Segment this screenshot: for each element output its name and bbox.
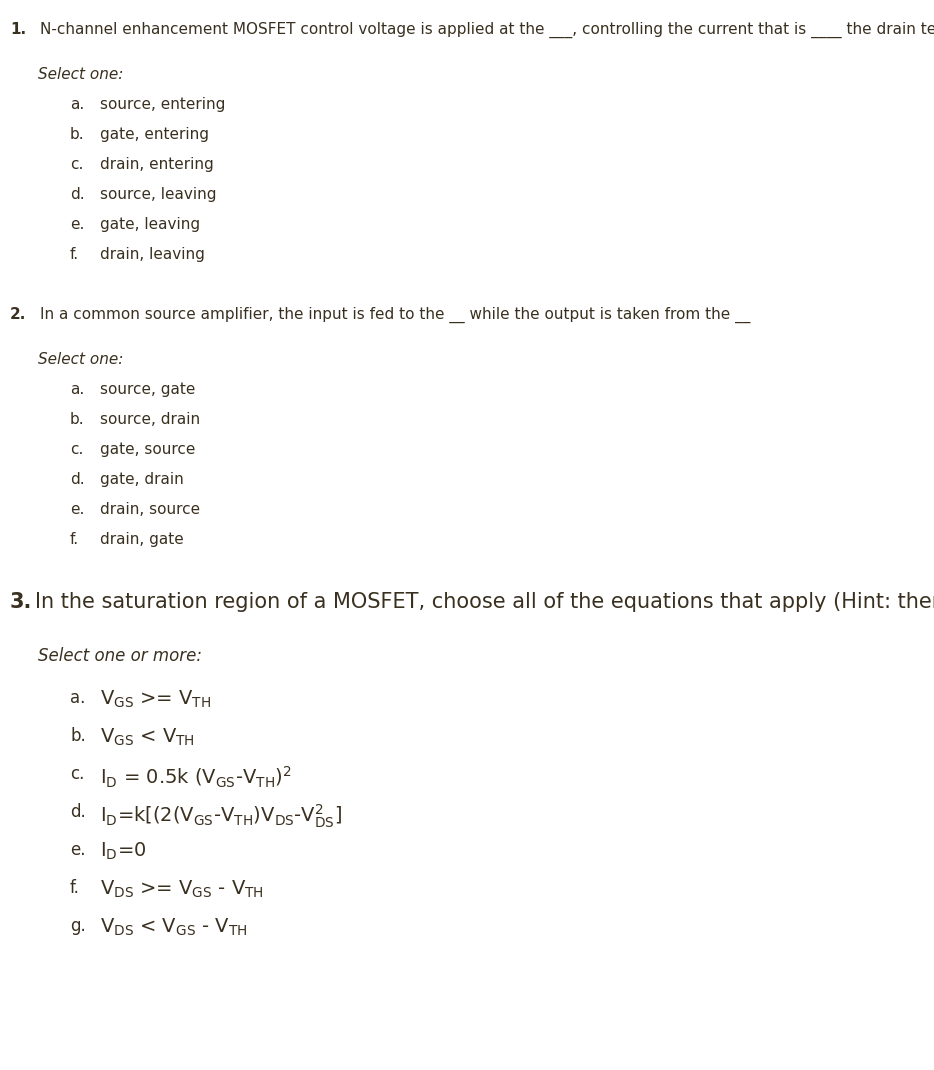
- Text: a.: a.: [70, 382, 84, 397]
- Text: b.: b.: [70, 127, 85, 142]
- Text: Select one:: Select one:: [38, 67, 123, 82]
- Text: c.: c.: [70, 765, 84, 783]
- Text: source, gate: source, gate: [100, 382, 195, 397]
- Text: Select one:: Select one:: [38, 352, 123, 367]
- Text: gate, leaving: gate, leaving: [100, 217, 200, 232]
- Text: e.: e.: [70, 217, 84, 232]
- Text: b.: b.: [70, 412, 85, 427]
- Text: drain, source: drain, source: [100, 502, 200, 517]
- Text: e.: e.: [70, 841, 86, 859]
- Text: gate, entering: gate, entering: [100, 127, 209, 142]
- Text: source, drain: source, drain: [100, 412, 200, 427]
- Text: a.: a.: [70, 97, 84, 112]
- Text: $\mathregular{I_D}$ = 0.5k ($\mathregular{V_{GS}}$-$\mathregular{V_{TH}}$)$^2$: $\mathregular{I_D}$ = 0.5k ($\mathregula…: [100, 765, 292, 791]
- Text: b.: b.: [70, 727, 86, 745]
- Text: 2.: 2.: [10, 307, 26, 322]
- Text: $\mathregular{V_{DS}}$ < $\mathregular{V_{GS}}$ - $\mathregular{V_{TH}}$: $\mathregular{V_{DS}}$ < $\mathregular{V…: [100, 917, 248, 938]
- Text: e.: e.: [70, 502, 84, 517]
- Text: In the saturation region of a MOSFET, choose all of the equations that apply (Hi: In the saturation region of a MOSFET, ch…: [35, 592, 934, 612]
- Text: d.: d.: [70, 802, 86, 821]
- Text: drain, entering: drain, entering: [100, 157, 214, 172]
- Text: drain, leaving: drain, leaving: [100, 247, 205, 262]
- Text: Select one or more:: Select one or more:: [38, 647, 202, 664]
- Text: N-channel enhancement MOSFET control voltage is applied at the ___, controlling : N-channel enhancement MOSFET control vol…: [40, 22, 934, 39]
- Text: source, leaving: source, leaving: [100, 187, 217, 202]
- Text: c.: c.: [70, 442, 83, 457]
- Text: 1.: 1.: [10, 22, 26, 37]
- Text: gate, drain: gate, drain: [100, 472, 184, 487]
- Text: f.: f.: [70, 532, 79, 547]
- Text: f.: f.: [70, 878, 80, 897]
- Text: $\mathregular{V_{GS}}$ < $\mathregular{V_{TH}}$: $\mathregular{V_{GS}}$ < $\mathregular{V…: [100, 727, 195, 748]
- Text: g.: g.: [70, 917, 86, 935]
- Text: $\mathregular{I_D}$=k[(2($\mathregular{V_{GS}}$-$\mathregular{V_{TH}}$)$\mathreg: $\mathregular{I_D}$=k[(2($\mathregular{V…: [100, 802, 342, 830]
- Text: d.: d.: [70, 472, 85, 487]
- Text: $\mathregular{V_{DS}}$ >= $\mathregular{V_{GS}}$ - $\mathregular{V_{TH}}$: $\mathregular{V_{DS}}$ >= $\mathregular{…: [100, 878, 264, 900]
- Text: drain, gate: drain, gate: [100, 532, 184, 547]
- Text: In a common source amplifier, the input is fed to the __ while the output is tak: In a common source amplifier, the input …: [40, 307, 750, 323]
- Text: $\mathregular{V_{GS}}$ >= $\mathregular{V_{TH}}$: $\mathregular{V_{GS}}$ >= $\mathregular{…: [100, 689, 211, 710]
- Text: c.: c.: [70, 157, 83, 172]
- Text: 3.: 3.: [10, 592, 33, 612]
- Text: source, entering: source, entering: [100, 97, 225, 112]
- Text: gate, source: gate, source: [100, 442, 195, 457]
- Text: f.: f.: [70, 247, 79, 262]
- Text: d.: d.: [70, 187, 85, 202]
- Text: $\mathregular{I_D}$=0: $\mathregular{I_D}$=0: [100, 841, 147, 862]
- Text: a.: a.: [70, 689, 85, 707]
